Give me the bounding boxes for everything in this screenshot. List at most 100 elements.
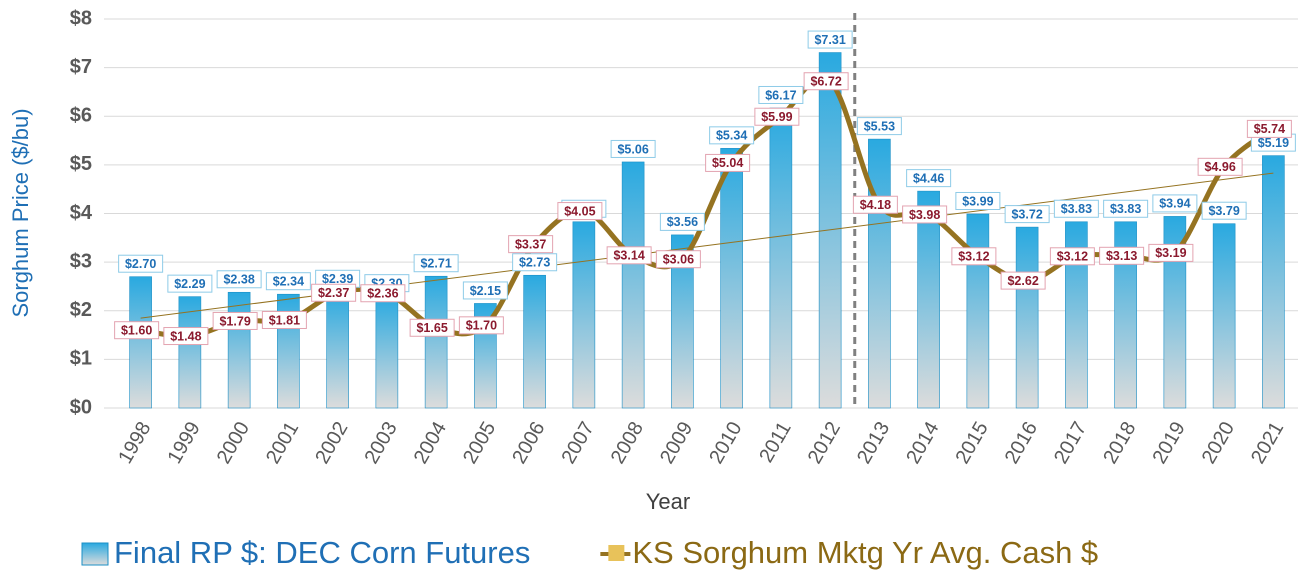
line-value-label-box: [1049, 247, 1095, 266]
x-axis-title: Year: [646, 489, 690, 514]
bar-value-label: $2.70: [125, 257, 156, 271]
line-value-label: $1.60: [121, 323, 152, 337]
line-value-label: $6.72: [810, 75, 841, 89]
line-value-label: $1.48: [170, 329, 201, 343]
bar: [671, 234, 694, 409]
x-tick-label: 2005: [459, 418, 500, 468]
line-value-label-box: [557, 202, 603, 221]
line-value-label: $3.12: [951, 247, 997, 266]
x-tick-label: 2018: [1099, 418, 1140, 468]
line-value-label: $5.04: [705, 153, 751, 172]
bar: [326, 291, 349, 409]
bar: [1163, 216, 1187, 409]
line-value-label: $1.60: [114, 321, 160, 340]
x-tick-label: 2013: [853, 418, 894, 468]
bar-value-label-box: [1103, 199, 1149, 218]
x-tick-label: 2021: [1247, 418, 1288, 468]
legend-item: Final RP $: DEC Corn Futures: [81, 535, 530, 570]
line-value-label-box: [508, 235, 554, 254]
legend-swatch-marker: [608, 545, 625, 561]
line-value-label: $3.37: [508, 235, 554, 254]
bar-value-label: $2.15: [470, 284, 501, 298]
line-value-label-box: [311, 283, 357, 302]
bar-value-label-box: [610, 139, 656, 158]
bar-value-label: $3.72: [1004, 205, 1050, 224]
line-value-label-box: [852, 195, 898, 214]
bar-value-label-box: [265, 272, 311, 291]
x-tick-label: 2007: [557, 418, 598, 468]
bar: [1114, 221, 1137, 409]
bar-value-label-box: [1201, 201, 1247, 220]
bar-value-label: $2.15: [462, 281, 508, 300]
line-value-label-box: [902, 205, 948, 224]
line-value-label: $2.62: [1000, 271, 1046, 290]
line-value-label: $4.96: [1204, 160, 1235, 174]
bar-value-label-box: [216, 270, 262, 289]
line-value-label: $2.36: [360, 284, 406, 303]
bar: [917, 190, 940, 409]
bar-value-label: $3.99: [962, 194, 993, 208]
line-value-label-box: [803, 72, 849, 91]
bar-value-label-box: [807, 30, 853, 49]
bar-value-label: $6.17: [758, 85, 804, 104]
line-value-label-box: [1099, 246, 1145, 265]
bar-value-label-box: [1053, 199, 1099, 218]
x-tick-label: 2009: [656, 418, 697, 468]
bar-value-label: $2.73: [519, 256, 550, 270]
line-value-label-box: [1197, 157, 1243, 176]
bar-value-label-box: [1152, 194, 1198, 213]
line-value-label: $1.70: [466, 319, 497, 333]
line-value-label: $6.72: [803, 72, 849, 91]
x-tick-label: 2000: [213, 418, 254, 468]
bar-value-label: $2.39: [322, 272, 353, 286]
bar-value-label-box: [1004, 205, 1050, 224]
bar-value-label: $5.06: [617, 142, 648, 156]
line-value-label: $3.98: [909, 208, 940, 222]
x-tick-label: 2010: [705, 418, 746, 468]
y-tick-label: $6: [70, 105, 92, 127]
line-value-label: $2.36: [367, 287, 398, 301]
bar-value-label: $3.99: [955, 191, 1001, 210]
line-value-label: $1.48: [163, 327, 209, 346]
x-tick-label: 2002: [311, 418, 352, 468]
line-value-label: $5.74: [1254, 122, 1285, 136]
line-value-label-box: [114, 321, 160, 340]
line-value-label: $3.19: [1148, 243, 1194, 262]
line-value-label-box: [360, 284, 406, 303]
bar: [375, 295, 399, 409]
bar-value-label: $7.31: [814, 33, 845, 47]
bar: [621, 161, 645, 409]
bar-value-label-box: [709, 126, 755, 145]
line-value-label: $4.05: [564, 204, 595, 218]
line-value-label-box: [951, 247, 997, 266]
x-tick-label: 1999: [163, 418, 204, 468]
bar-value-label: $4.46: [906, 169, 952, 188]
bar-value-label-box: [167, 274, 213, 293]
line-value-label-box: [212, 311, 258, 330]
line-value-label: $3.19: [1155, 246, 1186, 260]
bar: [1015, 226, 1039, 409]
x-tick-label: 2006: [508, 418, 549, 468]
bar-value-label-box: [955, 191, 1001, 210]
y-tick-label: $8: [70, 7, 92, 29]
y-tick-label: $2: [70, 299, 92, 321]
line-value-label: $3.13: [1099, 246, 1145, 265]
bar: [720, 148, 743, 409]
bar-value-label: $3.79: [1201, 201, 1247, 220]
bar-value-label-box: [758, 85, 804, 104]
bar-value-label: $4.46: [913, 171, 944, 185]
bar: [1212, 223, 1236, 409]
line-value-label-box: [705, 153, 751, 172]
bar: [572, 221, 596, 409]
y-tick-label: $0: [70, 396, 92, 418]
bar: [769, 107, 793, 409]
legend-item: KS Sorghum Mktg Yr Avg. Cash $: [600, 535, 1098, 570]
bar: [178, 296, 202, 409]
line-value-label: $4.18: [860, 198, 891, 212]
bar-value-label: $2.70: [118, 254, 164, 273]
line-value-label: $2.37: [318, 286, 349, 300]
x-tick-label: 1998: [114, 418, 155, 468]
x-tick-label: 2019: [1148, 418, 1189, 468]
line-value-label: $2.37: [311, 283, 357, 302]
